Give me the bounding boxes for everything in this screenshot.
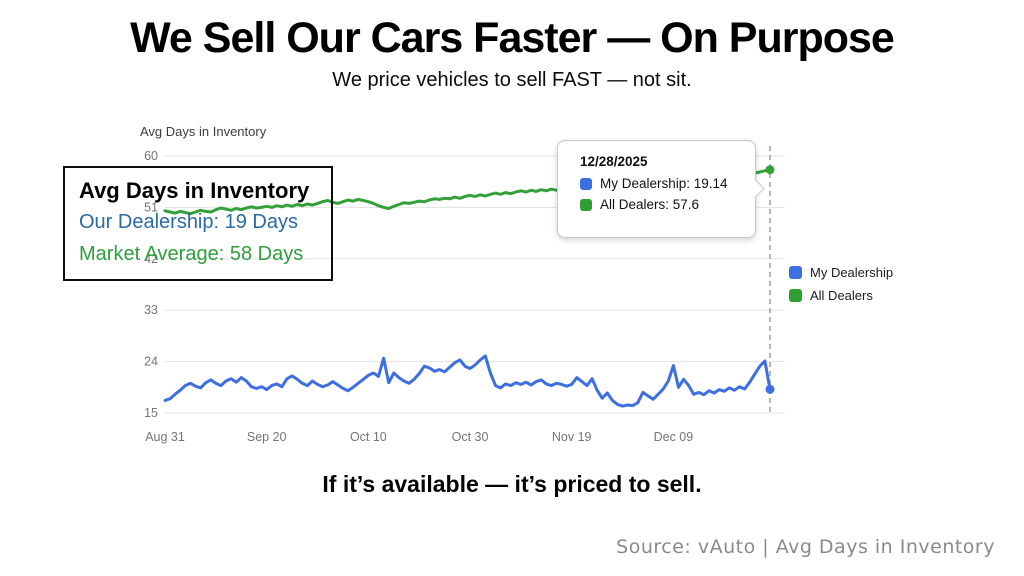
- y-axis-tick-label: 42: [144, 252, 158, 266]
- y-axis-tick-label: 51: [144, 200, 158, 214]
- x-axis-tick-label: Oct 30: [452, 430, 489, 444]
- chart-title: Avg Days in Inventory: [140, 124, 267, 139]
- page-title: We Sell Our Cars Faster — On Purpose: [130, 14, 895, 62]
- tooltip-date: 12/28/2025: [580, 154, 648, 169]
- x-axis-tick-label: Sep 20: [247, 430, 287, 444]
- legend-label: My Dealership: [810, 265, 894, 280]
- annotation-box: Avg Days in Inventory Our Dealership: 19…: [63, 166, 333, 281]
- y-axis-tick-label: 60: [144, 149, 158, 163]
- chart-tooltip: 12/28/2025 My Dealership: 19.14 All Deal…: [557, 140, 765, 238]
- legend-green-swatch-icon: [789, 289, 802, 302]
- tooltip-row-all-dealers: All Dealers: 57.6: [580, 197, 755, 212]
- series-line-my-dealership[interactable]: [163, 354, 772, 408]
- y-axis-tick-label: 33: [144, 303, 158, 317]
- annotation-market-average: Market Average: 58 Days: [79, 243, 304, 265]
- tooltip-all-dealers-value: All Dealers: 57.6: [600, 197, 700, 212]
- x-axis-tick-label: Nov 19: [552, 430, 592, 444]
- tagline-text: If it’s available — it’s priced to sell.: [322, 471, 702, 497]
- legend-item-all-dealers[interactable]: All Dealers: [789, 288, 893, 303]
- annotation-heading: Avg Days in Inventory: [79, 178, 310, 203]
- tooltip-my-dealership-value: My Dealership: 19.14: [600, 176, 728, 191]
- green-series-swatch-icon: [580, 198, 592, 211]
- blue-series-swatch-icon: [580, 177, 592, 190]
- x-axis-tick-label: Oct 10: [350, 430, 387, 444]
- inventory-line-chart[interactable]: 60 51 42 33 24 15 Aug 31 Sep 20 Oct 10 Oct 30 Nov …: [0, 0, 1024, 470]
- source-attribution: Source: vAuto | Avg Days in Inventory: [616, 536, 995, 558]
- chart-legend: My Dealership All Dealers: [789, 265, 893, 311]
- annotation-our-dealership: Our Dealership: 19 Days: [79, 211, 298, 233]
- endpoint-dot-all-dealers[interactable]: [765, 165, 775, 175]
- legend-label: All Dealers: [810, 288, 873, 303]
- legend-item-my-dealership[interactable]: My Dealership: [789, 265, 893, 280]
- x-axis-tick-label: Dec 09: [654, 430, 694, 444]
- tooltip-row-my-dealership: My Dealership: 19.14: [580, 176, 755, 191]
- page-subtitle: We price vehicles to sell FAST — not sit…: [332, 69, 692, 91]
- y-axis-tick-label: 15: [144, 406, 158, 420]
- y-axis-tick-label: 24: [144, 355, 158, 369]
- x-axis-tick-label: Aug 31: [145, 430, 185, 444]
- legend-blue-swatch-icon: [789, 266, 802, 279]
- endpoint-dot-my-dealership[interactable]: [765, 384, 775, 394]
